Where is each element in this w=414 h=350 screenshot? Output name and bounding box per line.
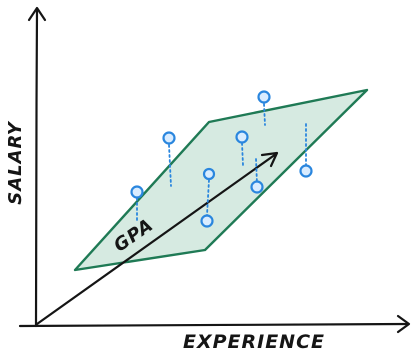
data-point [235, 130, 249, 144]
x-axis [18, 314, 411, 334]
x-axis-label: EXPERIENCE [183, 331, 325, 350]
data-point [200, 214, 214, 228]
residual-line [255, 158, 258, 185]
data-point [250, 180, 264, 194]
residual-line [241, 142, 244, 166]
residual-line [206, 179, 210, 216]
data-point [202, 167, 216, 181]
data-point [257, 90, 271, 104]
data-point [299, 164, 313, 178]
data-point [162, 131, 176, 145]
residual-line [168, 144, 172, 187]
data-point [130, 185, 144, 199]
residual-lines [136, 103, 307, 221]
regression-plane [73, 88, 369, 272]
data-points [130, 90, 313, 228]
y-axis-label: SALARY [5, 120, 26, 205]
z-axis [35, 151, 279, 326]
y-axis [27, 6, 47, 328]
residual-line [263, 103, 266, 126]
